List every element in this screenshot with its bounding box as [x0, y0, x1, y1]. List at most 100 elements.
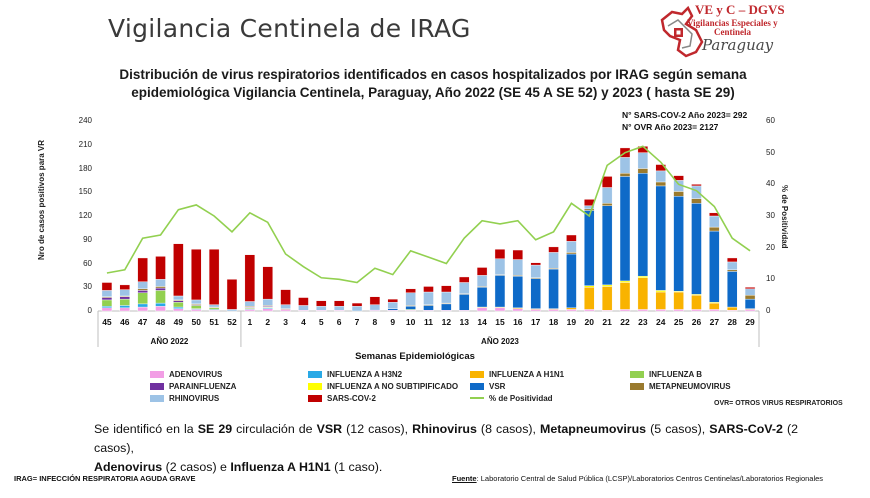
y2-axis-label: % de Positividad	[780, 185, 789, 249]
x-tick-label: 51	[209, 317, 219, 327]
legend-swatch	[470, 370, 484, 378]
bar-segment	[155, 290, 166, 304]
x-tick-label: 11	[424, 317, 433, 327]
bar-segment	[584, 309, 595, 312]
footer-source-text: : Laboratorio Central de Salud Pública (…	[476, 474, 824, 483]
legend-item: INFLUENZA A NO SUBTIPIFICADO	[308, 381, 458, 391]
bar-segment	[441, 303, 452, 311]
bar-segment	[601, 284, 613, 287]
bar-segment	[619, 157, 631, 174]
x-tick-label: 5	[318, 317, 324, 327]
legend-item: % de Positividad	[470, 393, 553, 403]
y2-tick-label: 40	[766, 179, 775, 189]
bar-segment	[387, 298, 398, 303]
bar-segment	[351, 306, 363, 312]
chart-title-line-1: Distribución de virus respiratorios iden…	[119, 67, 747, 82]
bar-segment	[316, 306, 327, 311]
x-tick-label: 21	[602, 317, 612, 327]
y2-tick-label: 0	[766, 306, 771, 315]
bar-segment	[119, 289, 131, 297]
bar-segment	[530, 309, 541, 312]
bar-segment	[476, 287, 488, 308]
legend-swatch	[150, 382, 164, 390]
bar-segment	[691, 294, 702, 310]
legend-item: PARAINFLUENZA	[150, 381, 236, 391]
chart-title-line-2: epidemiológica Vigilancia Centinela, Par…	[131, 85, 735, 100]
y2-tick-label: 20	[766, 242, 775, 252]
x-tick-label: 29	[745, 317, 755, 327]
bar-segment	[709, 302, 720, 310]
legend-label: INFLUENZA B	[649, 369, 703, 379]
bar-segment	[530, 278, 541, 309]
year-group-label: AÑO 2023	[481, 337, 519, 346]
summary-week: SE 29	[197, 422, 233, 436]
summary-count: (8 casos),	[476, 422, 541, 436]
bar-segment	[619, 173, 631, 177]
x-tick-label: 4	[301, 317, 306, 327]
x-tick-label: 47	[137, 317, 148, 327]
summary-virus-vsr: VSR	[316, 422, 343, 436]
bar-segment	[137, 257, 148, 282]
bar-segment	[459, 282, 470, 294]
bar-segment	[637, 168, 649, 174]
legend-label: PARAINFLUENZA	[169, 381, 237, 391]
y2-tick-label: 10	[766, 274, 775, 284]
x-tick-label: 9	[390, 317, 396, 327]
bar-segment	[727, 269, 738, 272]
bar-segment	[727, 271, 738, 308]
x-tick-label: 13	[459, 317, 469, 327]
bar-segment	[262, 266, 273, 300]
summary-count: (2 casos),	[94, 422, 798, 455]
legend-swatch	[470, 397, 484, 399]
y-tick-label: 0	[87, 306, 92, 315]
bar-segment	[137, 288, 148, 291]
bar-segment	[137, 306, 148, 312]
summary-part: Se identificó en la	[94, 422, 198, 436]
bar-segment	[137, 292, 148, 305]
bar-segment	[101, 290, 113, 297]
chart-title: Distribución de virus respiratorios iden…	[90, 66, 776, 102]
bar-segment	[494, 249, 506, 259]
bar-segment	[548, 268, 559, 309]
bar-segment	[709, 230, 720, 303]
summary-count: (2 casos) e	[162, 460, 231, 474]
bar-segment	[584, 287, 595, 310]
summary-count: (5 casos),	[646, 422, 710, 436]
legend-item: INFLUENZA B	[630, 369, 702, 379]
annotation-ovr: N° OVR Año 2023= 2127	[622, 122, 719, 132]
bar-segment	[727, 306, 738, 311]
bar-segment	[530, 262, 541, 266]
bar-segment	[691, 309, 702, 312]
bar-segment	[709, 309, 720, 312]
bar-segment	[369, 296, 381, 305]
bar-segment	[101, 297, 113, 301]
page-title: Vigilancia Centinela de IRAG	[108, 14, 471, 43]
bar-segment	[101, 306, 113, 309]
x-tick-label: 8	[372, 317, 378, 327]
x-tick-label: 17	[530, 317, 541, 327]
bar-segment	[298, 297, 309, 306]
bar-segment	[548, 252, 559, 269]
logo-subtitle-2: Centinela	[714, 27, 751, 37]
x-tick-label: 12	[441, 317, 452, 327]
bar-segment	[619, 280, 631, 283]
logo-script: Paraguay	[702, 36, 774, 54]
bar-segment	[530, 264, 541, 278]
annotation-sars: N° SARS-COV-2 Año 2023= 292	[622, 110, 748, 120]
legend-swatch	[630, 370, 644, 378]
x-tick-label: 24	[656, 317, 666, 327]
bar-segment	[619, 282, 631, 310]
bar-segment	[405, 288, 416, 293]
bar-segment	[566, 309, 577, 312]
bar-segment	[387, 302, 398, 309]
legend-swatch	[150, 370, 164, 378]
bar-segment	[691, 198, 702, 204]
bar-segment	[637, 275, 649, 278]
y-tick-label: 150	[78, 187, 92, 197]
bar-segment	[298, 305, 309, 311]
x-tick-label: 15	[495, 317, 505, 327]
bar-segment	[101, 299, 113, 307]
bar-segment	[601, 176, 613, 188]
bar-segment	[691, 185, 702, 199]
bar-segment	[333, 300, 345, 307]
